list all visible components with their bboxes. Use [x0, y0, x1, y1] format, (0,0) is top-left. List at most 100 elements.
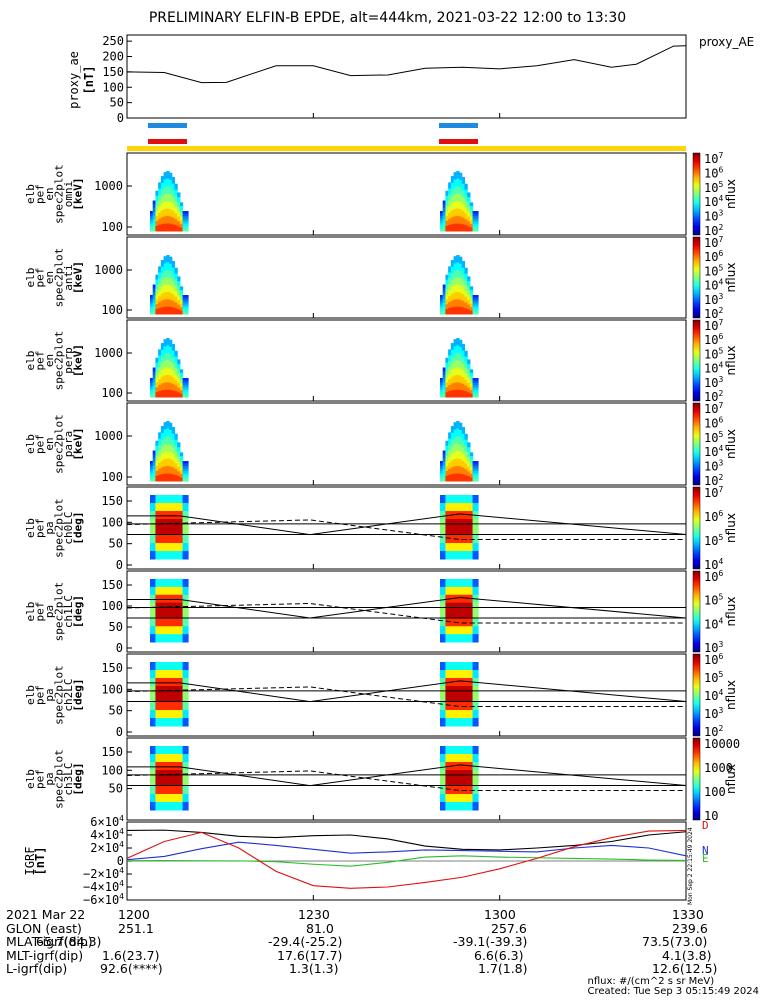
spec-ytick-label: 150 [101, 578, 123, 592]
spec-cell [453, 602, 457, 611]
spec-cell [448, 462, 452, 470]
spec-cell [459, 503, 463, 512]
spec-cell [448, 579, 452, 588]
spec-cell [440, 718, 444, 727]
spec-cell [475, 211, 479, 214]
spec-cell [461, 678, 466, 687]
spec-cell [469, 386, 474, 391]
spec-cell [475, 602, 479, 611]
spec-cell [158, 762, 162, 771]
spec-cell [185, 586, 189, 596]
spec-cell [177, 221, 181, 227]
spec-cell [177, 670, 181, 679]
proxy-ae-ytick-label: 150 [102, 65, 124, 79]
spec-cell [160, 535, 165, 544]
spec-cell [169, 285, 173, 294]
spec-cell [450, 280, 455, 288]
spec-cell [155, 602, 159, 611]
spec-cell [174, 535, 178, 544]
pa-field-dashed [126, 770, 686, 792]
spec-cell [163, 511, 167, 520]
spec-cell [448, 361, 452, 368]
spec-cell [182, 551, 186, 560]
spec-cell [456, 367, 460, 376]
spec-cell [185, 394, 189, 398]
spec-cell [442, 389, 447, 394]
spec-cell [163, 746, 167, 755]
spec-cell [185, 579, 189, 588]
spec-cell [155, 309, 159, 315]
spec-cell [442, 519, 447, 528]
spec-cell [461, 686, 466, 695]
spec-cell [163, 458, 167, 467]
spec-cell [179, 477, 184, 482]
colorbar-label: nflux [724, 597, 738, 627]
spec-cell [158, 754, 162, 763]
spec-ytick-label: 100 [101, 220, 123, 234]
spec-cell [464, 662, 468, 671]
spec-cell [169, 292, 173, 301]
spec-cell [453, 216, 457, 225]
spec-cell [475, 385, 479, 388]
spec-cell [461, 427, 466, 435]
spec-cell [171, 204, 176, 212]
spec-cell [166, 794, 170, 803]
footer-tick-2: 1230 [298, 907, 330, 922]
spec-cell [450, 349, 455, 358]
spec-cell [461, 662, 466, 671]
spec-panel-frame [126, 319, 687, 402]
spec-cell [456, 436, 460, 445]
footer-value: 92.6(****) [100, 961, 163, 976]
spec-cell [469, 770, 474, 779]
spec-cell [456, 594, 460, 604]
spec-cell [179, 678, 184, 687]
spec-cell [152, 586, 157, 596]
spec-cell [177, 192, 181, 198]
spec-cell [177, 778, 181, 787]
spec-cell [163, 179, 167, 188]
spec-cell [469, 379, 474, 384]
spec-cell [166, 762, 170, 771]
spec-cell [169, 551, 173, 560]
spec-cell [472, 694, 476, 703]
spec-cell [152, 610, 157, 619]
spec-cell [174, 195, 178, 202]
spec-cell [464, 778, 468, 787]
spec-cell [182, 694, 186, 703]
spec-cell [467, 285, 471, 292]
spec-cell [469, 746, 474, 755]
spec-cell [185, 387, 189, 391]
colorbar-tick-label: 105 [704, 430, 723, 445]
spec-cell [166, 466, 170, 475]
spec-cell [448, 746, 452, 755]
spec-cell [459, 459, 463, 467]
spec-ytick-label: 100 [101, 599, 123, 613]
footer-value: 251.1 [118, 920, 154, 936]
spec-cell [158, 802, 162, 811]
spec-cell [475, 476, 479, 479]
spec-cell [440, 387, 444, 391]
spec-cell [171, 300, 176, 308]
spec-cell [445, 299, 449, 305]
spec-cell [163, 543, 167, 552]
spec-cell [461, 527, 466, 536]
spec-cell [160, 426, 165, 434]
spec-cell [472, 473, 476, 477]
spec-cell [440, 770, 444, 779]
spec-cell [445, 634, 449, 643]
spec-cell [459, 346, 463, 355]
spec-cell [469, 213, 474, 218]
spec-cell [179, 519, 184, 528]
spec-cell [179, 535, 184, 544]
spec-cell [440, 503, 444, 512]
spec-cell [469, 300, 474, 305]
spec-cell [171, 662, 176, 671]
spec-cell [185, 762, 189, 771]
colorbar-tick-label: 106 [704, 509, 723, 524]
spec-cell [440, 378, 444, 381]
spec-cell [456, 269, 460, 278]
spec-cell [155, 678, 159, 687]
spec-cell [475, 463, 479, 467]
spec-cell [440, 478, 444, 482]
spec-cell [169, 429, 173, 438]
